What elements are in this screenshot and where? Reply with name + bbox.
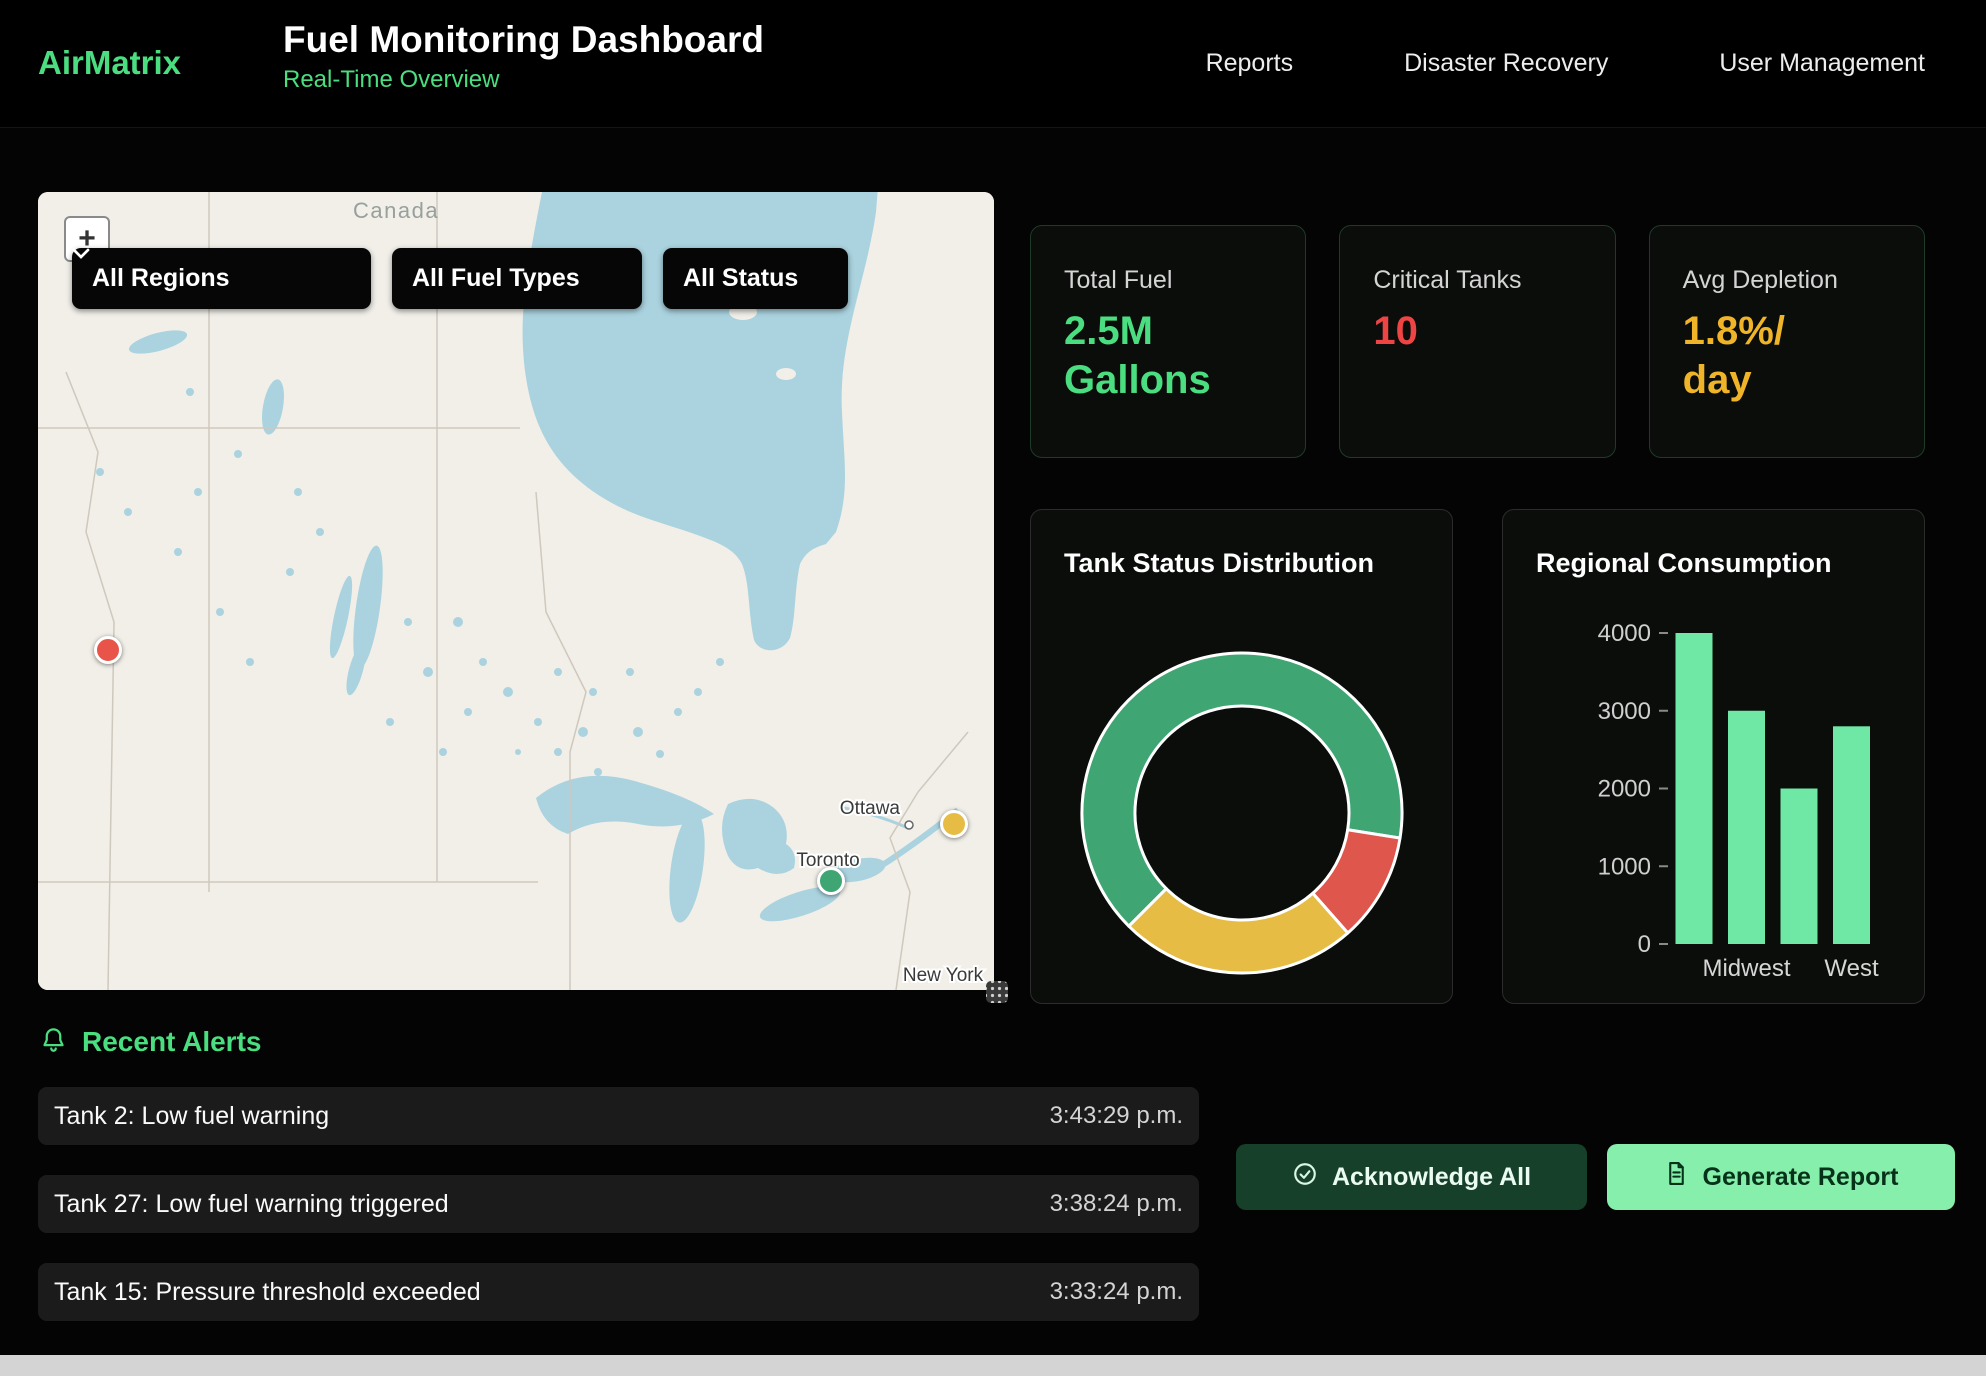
check-circle-icon [1292, 1161, 1318, 1194]
stat-card-critical-tanks: Critical Tanks 10 [1339, 225, 1615, 458]
region-filter-value: All Regions [92, 264, 230, 293]
alert-row: Tank 2: Low fuel warning 3:43:29 p.m. [38, 1087, 1199, 1145]
acknowledge-all-button[interactable]: Acknowledge All [1236, 1144, 1587, 1210]
header: AirMatrix Fuel Monitoring Dashboard Real… [0, 0, 1986, 128]
svg-text:3000: 3000 [1598, 698, 1651, 725]
bar-0[interactable] [1676, 633, 1713, 944]
nav-reports[interactable]: Reports [1206, 49, 1294, 78]
svg-text:0: 0 [1638, 931, 1651, 958]
acknowledge-all-label: Acknowledge All [1332, 1163, 1531, 1192]
tank-status-chart-card: Tank Status Distribution [1030, 509, 1453, 1004]
svg-text:1000: 1000 [1598, 853, 1651, 880]
map-marker-layer [38, 192, 994, 990]
alert-row: Tank 27: Low fuel warning triggered 3:38… [38, 1175, 1199, 1233]
svg-text:West: West [1824, 955, 1879, 982]
status-filter-value: All Status [683, 264, 798, 293]
svg-text:4000: 4000 [1598, 620, 1651, 647]
stat-value: 2.5M Gallons [1064, 307, 1305, 405]
alert-text: Tank 2: Low fuel warning [54, 1102, 329, 1131]
fuel-type-filter-dropdown[interactable]: All Fuel Types [392, 248, 642, 309]
map-filters: All Regions All Fuel Types All Status [72, 248, 848, 309]
svg-text:Midwest: Midwest [1702, 955, 1790, 982]
bar-3[interactable] [1833, 726, 1870, 944]
stat-value: 10 [1373, 307, 1614, 356]
nav-user-management[interactable]: User Management [1719, 49, 1925, 78]
page-subtitle: Real-Time Overview [283, 66, 764, 94]
alerts-list: Tank 2: Low fuel warning 3:43:29 p.m. Ta… [38, 1087, 1199, 1351]
alerts-heading: Recent Alerts [40, 1026, 261, 1058]
generate-report-label: Generate Report [1703, 1163, 1899, 1192]
bell-icon [40, 1026, 67, 1058]
alert-timestamp: 3:43:29 p.m. [1050, 1102, 1183, 1130]
map-panel[interactable]: Canada Ottawa Toronto New York + All Reg… [38, 192, 994, 990]
bar-2[interactable] [1781, 789, 1818, 945]
main-nav: Reports Disaster Recovery User Managemen… [1206, 0, 1925, 127]
stat-card-avg-depletion: Avg Depletion 1.8%/ day [1649, 225, 1925, 458]
bar-chart: 0 1000 2000 3000 4000 Midwest West [1503, 510, 1926, 1005]
fuel-type-filter-value: All Fuel Types [412, 264, 580, 293]
stat-label: Total Fuel [1064, 266, 1305, 295]
alert-timestamp: 3:33:24 p.m. [1050, 1278, 1183, 1306]
bottom-strip [0, 1355, 1986, 1376]
alert-text: Tank 27: Low fuel warning triggered [54, 1190, 449, 1219]
stat-label: Avg Depletion [1683, 266, 1924, 295]
regional-consumption-chart-card: Regional Consumption 01000200030004000Mi… [1502, 509, 1925, 1004]
brand-logo[interactable]: AirMatrix [38, 44, 181, 82]
alert-timestamp: 3:38:24 p.m. [1050, 1190, 1183, 1218]
svg-text:2000: 2000 [1598, 776, 1651, 803]
document-icon [1664, 1161, 1689, 1193]
title-block: Fuel Monitoring Dashboard Real-Time Over… [283, 18, 764, 94]
nav-disaster-recovery[interactable]: Disaster Recovery [1404, 49, 1608, 78]
drag-handle-icon[interactable] [986, 981, 1008, 1003]
alert-row: Tank 15: Pressure threshold exceeded 3:3… [38, 1263, 1199, 1321]
alerts-heading-label: Recent Alerts [82, 1026, 261, 1058]
map-marker-normal[interactable] [817, 867, 845, 895]
region-filter-dropdown[interactable]: All Regions [72, 248, 371, 309]
stat-card-total-fuel: Total Fuel 2.5M Gallons [1030, 225, 1306, 458]
donut-segment-warning[interactable] [1129, 889, 1348, 973]
stat-label: Critical Tanks [1373, 266, 1614, 295]
fuel-monitoring-dashboard: AirMatrix Fuel Monitoring Dashboard Real… [0, 0, 1986, 1376]
bar-1[interactable] [1728, 711, 1765, 944]
stats-row: Total Fuel 2.5M Gallons Critical Tanks 1… [1030, 225, 1925, 458]
map-marker-critical[interactable] [94, 636, 122, 664]
donut-chart [1031, 510, 1454, 1005]
alert-text: Tank 15: Pressure threshold exceeded [54, 1278, 481, 1307]
generate-report-button[interactable]: Generate Report [1607, 1144, 1955, 1210]
map-marker-warning[interactable] [940, 810, 968, 838]
stat-value: 1.8%/ day [1683, 307, 1924, 405]
page-title: Fuel Monitoring Dashboard [283, 18, 764, 62]
status-filter-dropdown[interactable]: All Status [663, 248, 848, 309]
